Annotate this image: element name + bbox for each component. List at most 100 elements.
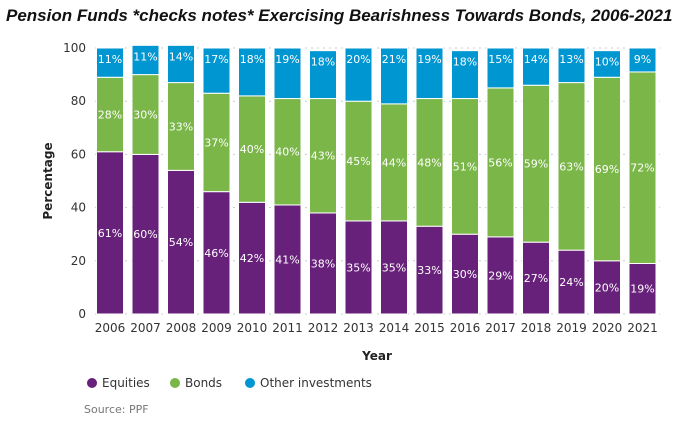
source-note: Source: PPF [84,403,149,416]
bar-segment-equities [380,220,408,315]
legend-marker [245,378,255,388]
legend-label: Other investments [260,376,372,390]
x-tick-label: 2016 [450,321,481,335]
bar-segment-bonds [96,76,124,153]
bar-segment-equities [344,220,373,315]
legend-label: Equities [102,376,150,390]
data-label: 18% [311,56,335,69]
x-tick-label: 2006 [95,321,126,335]
x-tick-label: 2012 [308,321,339,335]
data-label: 42% [240,252,264,265]
data-label: 63% [559,160,583,173]
bar-segment-equities [486,236,515,315]
data-label: 69% [595,163,619,176]
data-label: 38% [311,257,335,270]
x-tick-label: 2021 [627,321,658,335]
bar-segment-equities [238,201,266,315]
data-label: 44% [382,156,406,169]
data-label: 14% [524,53,548,66]
bar-segment-other-investments [167,44,195,84]
bar-segment-other-investments [309,50,337,100]
bar-segment-bonds [486,87,515,238]
y-tick-label: 40 [71,201,86,215]
bar-segment-other-investments [451,50,479,100]
bar-segment-other-investments [628,47,657,73]
x-tick-label: 2015 [414,321,445,335]
x-tick-label: 2020 [592,321,623,335]
data-label: 45% [346,155,370,168]
bar-segment-bonds [309,98,337,214]
data-label: 24% [559,276,583,289]
data-label: 21% [382,53,406,66]
data-label: 56% [488,156,512,169]
data-label: 14% [169,50,193,63]
data-label: 61% [98,227,122,240]
bar-segment-other-investments [273,47,302,100]
data-label: 19% [630,283,654,296]
data-label: 30% [453,268,477,281]
bar-segment-other-investments [557,47,586,84]
x-tick-label: 2013 [343,321,374,335]
data-label: 30% [133,109,157,122]
data-label: 33% [417,264,441,277]
data-label: 20% [595,281,619,294]
bar-segment-bonds [557,82,586,251]
data-label: 11% [98,53,122,66]
data-label: 20% [346,53,370,66]
legend-marker [87,378,97,388]
x-tick-label: 2008 [166,321,197,335]
bar-segment-bonds [202,92,231,193]
y-tick-label: 100 [63,41,86,55]
data-label: 17% [204,53,228,66]
data-label: 18% [453,56,477,69]
bar-segment-other-investments [486,47,515,89]
data-label: 46% [204,247,228,260]
data-label: 41% [275,253,299,266]
x-tick-label: 2019 [556,321,587,335]
bar-segment-equities [131,153,160,315]
data-label: 19% [417,53,441,66]
y-tick-label: 60 [71,147,86,161]
bar-segment-bonds [593,76,621,262]
data-label: 48% [417,156,441,169]
x-tick-label: 2011 [272,321,303,335]
data-label: 29% [488,269,512,282]
bar-segment-other-investments [593,50,621,78]
data-label: 37% [204,136,228,149]
data-label: 35% [346,261,370,274]
y-axis-title: Percentage [41,142,55,219]
data-label: 13% [559,53,583,66]
bar-segment-bonds [522,84,550,243]
x-axis-title: Year [361,349,392,363]
bar-segment-bonds [238,95,266,203]
bar-segment-other-investments [380,47,408,105]
bar-segment-equities [415,225,444,315]
bar-segment-equities [96,151,124,315]
data-label: 40% [240,143,264,156]
bar-segment-bonds [628,71,657,264]
x-tick-label: 2007 [130,321,161,335]
data-label: 33% [169,120,193,133]
data-label: 35% [382,261,406,274]
bar-segment-equities [202,191,231,315]
legend-label: Bonds [185,376,222,390]
bar-segment-other-investments [344,47,373,102]
bar-segment-other-investments [131,44,160,76]
bar-segment-equities [593,260,621,315]
x-tick-label: 2014 [379,321,410,335]
data-label: 11% [133,50,157,63]
data-label: 54% [169,236,193,249]
x-tick-label: 2009 [201,321,232,335]
x-tick-label: 2017 [485,321,516,335]
data-label: 40% [275,146,299,159]
x-tick-label: 2018 [521,321,552,335]
bar-segment-other-investments [202,47,231,94]
bar-segment-equities [522,241,550,315]
chart-title: Pension Funds *checks notes* Exercising … [6,6,673,25]
y-tick-label: 20 [71,254,86,268]
data-label: 59% [524,158,548,171]
data-label: 10% [595,56,619,69]
y-tick-label: 0 [78,307,86,321]
bar-segment-equities [309,212,337,315]
